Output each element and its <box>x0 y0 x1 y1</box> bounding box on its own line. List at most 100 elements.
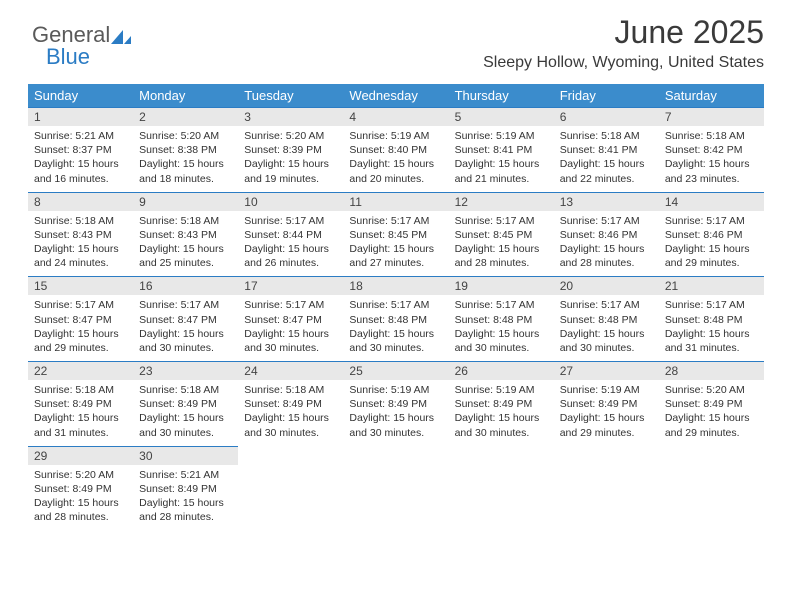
weekday-header: Monday <box>133 84 238 107</box>
empty-cell <box>449 446 554 531</box>
day-number: 1 <box>28 107 133 126</box>
day-number: 29 <box>28 446 133 465</box>
page-title: June 2025 <box>615 14 764 51</box>
day-info: Sunrise: 5:19 AMSunset: 8:49 PMDaylight:… <box>554 380 659 440</box>
empty-cell <box>238 446 343 531</box>
calendar-day: 3Sunrise: 5:20 AMSunset: 8:39 PMDaylight… <box>238 107 343 192</box>
calendar-day: 28Sunrise: 5:20 AMSunset: 8:49 PMDayligh… <box>659 361 764 446</box>
calendar-day: 9Sunrise: 5:18 AMSunset: 8:43 PMDaylight… <box>133 192 238 277</box>
day-number: 18 <box>343 276 448 295</box>
weekday-header: Sunday <box>28 84 133 107</box>
weekday-header: Thursday <box>449 84 554 107</box>
day-number: 8 <box>28 192 133 211</box>
day-info: Sunrise: 5:17 AMSunset: 8:48 PMDaylight:… <box>554 295 659 355</box>
day-info: Sunrise: 5:18 AMSunset: 8:49 PMDaylight:… <box>238 380 343 440</box>
brand-word2: Blue <box>46 44 90 70</box>
day-info: Sunrise: 5:18 AMSunset: 8:42 PMDaylight:… <box>659 126 764 186</box>
day-number: 3 <box>238 107 343 126</box>
calendar-day: 5Sunrise: 5:19 AMSunset: 8:41 PMDaylight… <box>449 107 554 192</box>
day-number: 7 <box>659 107 764 126</box>
day-number: 13 <box>554 192 659 211</box>
weekday-header: Tuesday <box>238 84 343 107</box>
calendar-day: 22Sunrise: 5:18 AMSunset: 8:49 PMDayligh… <box>28 361 133 446</box>
day-info: Sunrise: 5:17 AMSunset: 8:47 PMDaylight:… <box>133 295 238 355</box>
empty-cell <box>554 446 659 531</box>
day-number: 6 <box>554 107 659 126</box>
day-info: Sunrise: 5:17 AMSunset: 8:48 PMDaylight:… <box>343 295 448 355</box>
day-number: 11 <box>343 192 448 211</box>
calendar-day: 20Sunrise: 5:17 AMSunset: 8:48 PMDayligh… <box>554 276 659 361</box>
day-number: 28 <box>659 361 764 380</box>
day-info: Sunrise: 5:17 AMSunset: 8:47 PMDaylight:… <box>28 295 133 355</box>
day-info: Sunrise: 5:21 AMSunset: 8:37 PMDaylight:… <box>28 126 133 186</box>
calendar-day: 29Sunrise: 5:20 AMSunset: 8:49 PMDayligh… <box>28 446 133 531</box>
day-number: 25 <box>343 361 448 380</box>
day-info: Sunrise: 5:20 AMSunset: 8:38 PMDaylight:… <box>133 126 238 186</box>
calendar-day: 24Sunrise: 5:18 AMSunset: 8:49 PMDayligh… <box>238 361 343 446</box>
page-subtitle: Sleepy Hollow, Wyoming, United States <box>483 54 764 72</box>
calendar-day: 21Sunrise: 5:17 AMSunset: 8:48 PMDayligh… <box>659 276 764 361</box>
day-number: 2 <box>133 107 238 126</box>
day-info: Sunrise: 5:19 AMSunset: 8:49 PMDaylight:… <box>449 380 554 440</box>
day-info: Sunrise: 5:20 AMSunset: 8:49 PMDaylight:… <box>28 465 133 525</box>
day-info: Sunrise: 5:21 AMSunset: 8:49 PMDaylight:… <box>133 465 238 525</box>
brand-logo-line2: Blue <box>46 44 90 70</box>
day-number: 15 <box>28 276 133 295</box>
day-number: 9 <box>133 192 238 211</box>
day-info: Sunrise: 5:17 AMSunset: 8:46 PMDaylight:… <box>554 211 659 271</box>
calendar-day: 7Sunrise: 5:18 AMSunset: 8:42 PMDaylight… <box>659 107 764 192</box>
calendar-day: 17Sunrise: 5:17 AMSunset: 8:47 PMDayligh… <box>238 276 343 361</box>
day-info: Sunrise: 5:17 AMSunset: 8:48 PMDaylight:… <box>659 295 764 355</box>
day-number: 17 <box>238 276 343 295</box>
calendar-day: 10Sunrise: 5:17 AMSunset: 8:44 PMDayligh… <box>238 192 343 277</box>
day-info: Sunrise: 5:18 AMSunset: 8:43 PMDaylight:… <box>28 211 133 271</box>
day-info: Sunrise: 5:18 AMSunset: 8:49 PMDaylight:… <box>28 380 133 440</box>
weekday-header: Saturday <box>659 84 764 107</box>
weekday-header: Friday <box>554 84 659 107</box>
day-number: 23 <box>133 361 238 380</box>
day-info: Sunrise: 5:17 AMSunset: 8:44 PMDaylight:… <box>238 211 343 271</box>
day-info: Sunrise: 5:17 AMSunset: 8:45 PMDaylight:… <box>449 211 554 271</box>
day-number: 26 <box>449 361 554 380</box>
calendar-day: 13Sunrise: 5:17 AMSunset: 8:46 PMDayligh… <box>554 192 659 277</box>
calendar-day: 4Sunrise: 5:19 AMSunset: 8:40 PMDaylight… <box>343 107 448 192</box>
weekday-header: Wednesday <box>343 84 448 107</box>
calendar-day: 6Sunrise: 5:18 AMSunset: 8:41 PMDaylight… <box>554 107 659 192</box>
day-number: 12 <box>449 192 554 211</box>
calendar-day: 11Sunrise: 5:17 AMSunset: 8:45 PMDayligh… <box>343 192 448 277</box>
day-info: Sunrise: 5:19 AMSunset: 8:40 PMDaylight:… <box>343 126 448 186</box>
calendar-day: 14Sunrise: 5:17 AMSunset: 8:46 PMDayligh… <box>659 192 764 277</box>
day-info: Sunrise: 5:19 AMSunset: 8:49 PMDaylight:… <box>343 380 448 440</box>
day-info: Sunrise: 5:18 AMSunset: 8:43 PMDaylight:… <box>133 211 238 271</box>
day-number: 22 <box>28 361 133 380</box>
day-info: Sunrise: 5:20 AMSunset: 8:49 PMDaylight:… <box>659 380 764 440</box>
day-info: Sunrise: 5:17 AMSunset: 8:48 PMDaylight:… <box>449 295 554 355</box>
calendar-day: 12Sunrise: 5:17 AMSunset: 8:45 PMDayligh… <box>449 192 554 277</box>
calendar-day: 2Sunrise: 5:20 AMSunset: 8:38 PMDaylight… <box>133 107 238 192</box>
day-number: 30 <box>133 446 238 465</box>
calendar-grid: SundayMondayTuesdayWednesdayThursdayFrid… <box>28 84 764 530</box>
day-number: 19 <box>449 276 554 295</box>
day-number: 24 <box>238 361 343 380</box>
calendar-day: 16Sunrise: 5:17 AMSunset: 8:47 PMDayligh… <box>133 276 238 361</box>
calendar-day: 1Sunrise: 5:21 AMSunset: 8:37 PMDaylight… <box>28 107 133 192</box>
day-info: Sunrise: 5:17 AMSunset: 8:45 PMDaylight:… <box>343 211 448 271</box>
calendar-day: 18Sunrise: 5:17 AMSunset: 8:48 PMDayligh… <box>343 276 448 361</box>
day-info: Sunrise: 5:19 AMSunset: 8:41 PMDaylight:… <box>449 126 554 186</box>
day-number: 10 <box>238 192 343 211</box>
calendar-day: 27Sunrise: 5:19 AMSunset: 8:49 PMDayligh… <box>554 361 659 446</box>
calendar-day: 15Sunrise: 5:17 AMSunset: 8:47 PMDayligh… <box>28 276 133 361</box>
calendar-day: 25Sunrise: 5:19 AMSunset: 8:49 PMDayligh… <box>343 361 448 446</box>
day-number: 14 <box>659 192 764 211</box>
day-info: Sunrise: 5:18 AMSunset: 8:41 PMDaylight:… <box>554 126 659 186</box>
day-number: 5 <box>449 107 554 126</box>
triangle-icon <box>111 28 131 44</box>
empty-cell <box>343 446 448 531</box>
day-number: 21 <box>659 276 764 295</box>
calendar-day: 23Sunrise: 5:18 AMSunset: 8:49 PMDayligh… <box>133 361 238 446</box>
day-number: 4 <box>343 107 448 126</box>
calendar-day: 8Sunrise: 5:18 AMSunset: 8:43 PMDaylight… <box>28 192 133 277</box>
empty-cell <box>659 446 764 531</box>
day-info: Sunrise: 5:18 AMSunset: 8:49 PMDaylight:… <box>133 380 238 440</box>
day-info: Sunrise: 5:17 AMSunset: 8:46 PMDaylight:… <box>659 211 764 271</box>
